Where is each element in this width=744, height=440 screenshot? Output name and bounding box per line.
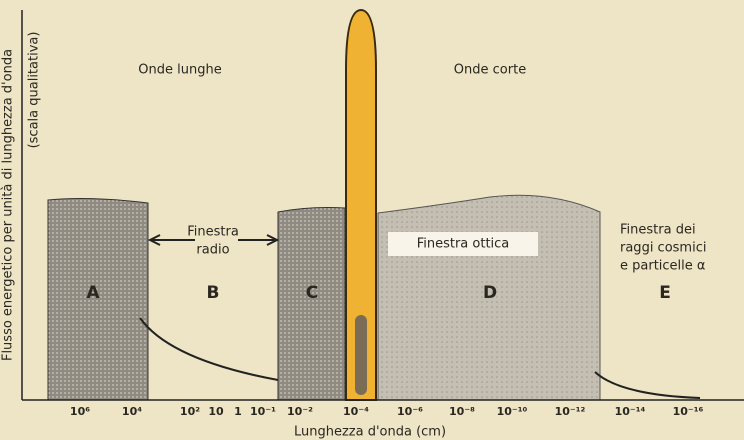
- heading: Onde lunghe: [138, 63, 221, 78]
- tick-label: 10: [208, 405, 224, 418]
- region-label: C: [306, 283, 318, 303]
- heading: Onde corte: [454, 63, 526, 78]
- tick-label: 10⁻⁶: [397, 405, 423, 418]
- window-label: Finestra dei: [620, 223, 696, 238]
- region-label: A: [86, 283, 100, 303]
- window-label: e particelle α: [620, 259, 705, 274]
- window-label: raggi cosmici: [620, 241, 706, 256]
- tick-label: 10⁻¹⁰: [497, 405, 528, 418]
- tick-label: 10⁴: [122, 405, 142, 418]
- tick-label: 10⁻¹⁴: [615, 405, 646, 418]
- tick-label: 10²: [180, 405, 200, 418]
- tick-label: 10⁻¹⁶: [673, 405, 704, 418]
- diagram: Onde lunghe Onde corte Flusso energetico…: [0, 0, 744, 440]
- tick-label: 10⁻⁴: [343, 405, 369, 418]
- y-axis-label: (scala qualitativa): [27, 32, 42, 149]
- x-axis-label: Lunghezza d'onda (cm): [294, 425, 446, 440]
- window-label: Finestra ottica: [417, 237, 510, 252]
- tick-label: 10⁶: [70, 405, 90, 418]
- page: Onde lunghe Onde corte Flusso energetico…: [0, 0, 744, 440]
- region-label: D: [483, 283, 497, 303]
- tick-label: 10⁻¹: [250, 405, 276, 418]
- y-axis-label: Flusso energetico per unità di lunghezza…: [1, 49, 16, 361]
- tick-label: 1: [234, 405, 242, 418]
- peak-base: [355, 315, 367, 395]
- region-c: [278, 208, 345, 401]
- tick-label: 10⁻⁸: [449, 405, 475, 418]
- region-label: E: [659, 283, 671, 303]
- tick-label: 10⁻¹²: [555, 405, 586, 418]
- window-label: radio: [196, 243, 229, 258]
- region-label: B: [207, 283, 220, 303]
- window-label: Finestra: [187, 225, 239, 240]
- tick-label: 10⁻²: [287, 405, 313, 418]
